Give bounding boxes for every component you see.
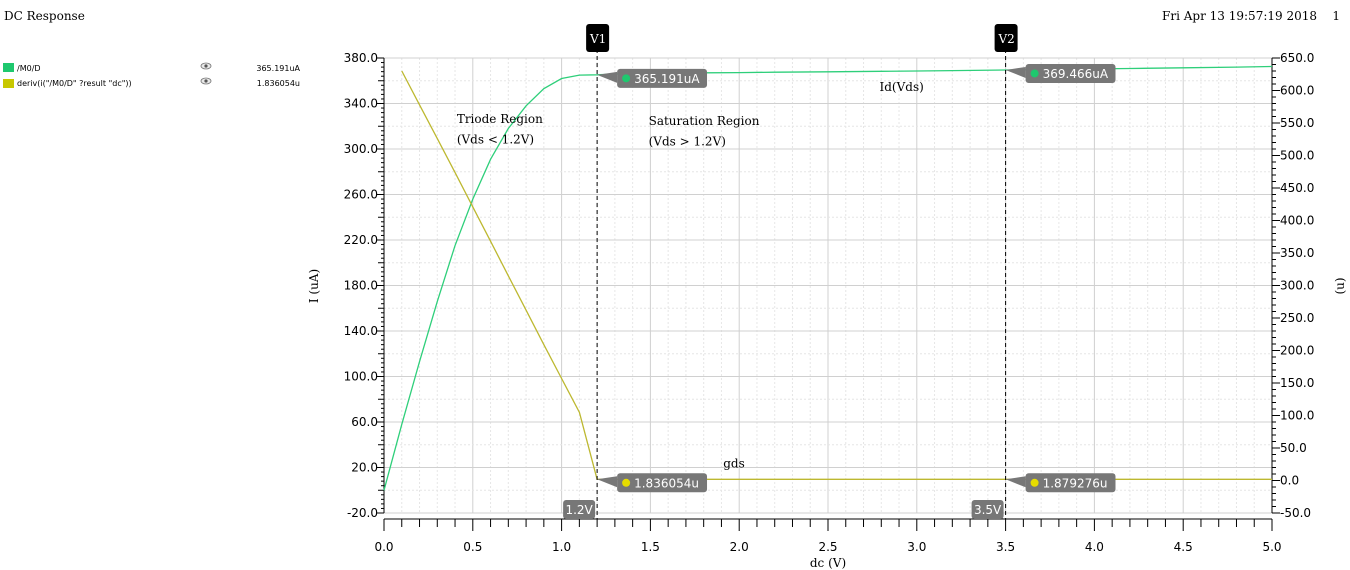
series-line-gds xyxy=(401,70,1272,480)
marker-tag-v2 xyxy=(994,24,1018,52)
timestamp: Fri Apr 13 19:57:19 2018 xyxy=(1162,9,1317,23)
markers-group[interactable]: V1 1.2V V2 3.5V 365.191uA 1.836054u 369.466uA 1… xyxy=(563,24,1116,519)
x-tick-label: 0.5 xyxy=(463,540,482,554)
readout-pointer xyxy=(1005,66,1026,78)
x-tick-label: 0.0 xyxy=(374,540,393,554)
readout-dot xyxy=(622,478,631,487)
legend: /M0/D 365.191uA deriv(i("/M0/D" ?result … xyxy=(3,62,301,88)
eye-icon[interactable] xyxy=(200,77,212,85)
marker-x-readout: 3.5V xyxy=(974,503,1002,517)
y-left-tick-label: 100.0 xyxy=(344,370,378,384)
y-left-tick-label: 60.0 xyxy=(351,415,378,429)
y-right-tick-label: 350.0 xyxy=(1280,246,1314,260)
marker-tag-v1 xyxy=(586,24,610,52)
y-right-tick-label: -50.0 xyxy=(1280,506,1311,520)
y-right-tick-label: 200.0 xyxy=(1280,344,1314,358)
x-tick-label: 4.5 xyxy=(1174,540,1193,554)
axes: 0.0 0.5 1.0 1.5 2.0 2.5 3.0 3.5 4.0 4.5 5.0 -20.0 20… xyxy=(307,51,1347,570)
x-tick-label: 5.0 xyxy=(1262,540,1281,554)
y-left-axis-title: I (uA) xyxy=(307,269,321,303)
x-axis-title: dc (V) xyxy=(810,556,846,570)
y-right-tick-label: 600.0 xyxy=(1280,84,1314,98)
x-tick-label: 1.0 xyxy=(552,540,571,554)
legend-label-gds: deriv(i("/M0/D" ?result "dc")) xyxy=(17,79,132,88)
readout-pointer xyxy=(1005,476,1026,488)
marker-x-readout-box xyxy=(563,500,596,519)
readout-box xyxy=(1025,473,1116,493)
y-right-tick-label: 0.0 xyxy=(1280,474,1299,488)
y-right-tick-label: 50.0 xyxy=(1280,441,1307,455)
y-right-tick-label: 400.0 xyxy=(1280,214,1314,228)
legend-swatch-id xyxy=(3,63,14,72)
readout-label: 369.466uA xyxy=(1043,67,1109,81)
y-right-tick-label: 250.0 xyxy=(1280,311,1314,325)
legend-swatch-gds xyxy=(3,79,14,88)
readout-dot xyxy=(1030,478,1039,487)
y-right-axis-title: (u) xyxy=(1333,277,1347,294)
marker-x-readout-box xyxy=(971,500,1004,519)
annotation-text: Id(Vds) xyxy=(880,80,924,94)
x-tick-label: 1.5 xyxy=(641,540,660,554)
y-right-tick-label: 650.0 xyxy=(1280,51,1314,65)
x-tick-label: 2.0 xyxy=(730,540,749,554)
x-tick-label: 4.0 xyxy=(1085,540,1104,554)
y-left-tick-label: 20.0 xyxy=(351,461,378,475)
readout-label: 365.191uA xyxy=(634,72,700,86)
y-left-tick-label: -20.0 xyxy=(347,506,378,520)
y-right-tick-label: 150.0 xyxy=(1280,376,1314,390)
readout-label: 1.879276u xyxy=(1043,476,1108,490)
marker-tag-label: V2 xyxy=(997,32,1014,46)
x-tick-label: 2.5 xyxy=(818,540,837,554)
y-right-tick-label: 500.0 xyxy=(1280,149,1314,163)
legend-value-id: 365.191uA xyxy=(256,64,300,73)
readout-box xyxy=(1025,63,1116,83)
y-left-tick-label: 140.0 xyxy=(344,324,378,338)
y-right-tick-label: 100.0 xyxy=(1280,409,1314,423)
window-title: DC Response xyxy=(4,9,85,23)
x-tick-label: 3.0 xyxy=(907,540,926,554)
readout-dot xyxy=(1030,69,1039,78)
readout-dot xyxy=(622,74,631,83)
legend-label-id: /M0/D xyxy=(17,64,41,73)
y-right-tick-label: 450.0 xyxy=(1280,181,1314,195)
marker-tag-label: V1 xyxy=(589,32,606,46)
annotation-text: Triode Region xyxy=(457,112,543,126)
annotations-group: Triode Region (Vds < 1.2V) Saturation Regi… xyxy=(457,80,924,471)
eye-icon[interactable] xyxy=(200,62,212,70)
y-left-tick-label: 380.0 xyxy=(344,51,378,65)
y-left-tick-label: 340.0 xyxy=(344,97,378,111)
readout-pointer xyxy=(597,71,618,83)
page-number: 1 xyxy=(1332,9,1340,23)
y-left-tick-label: 180.0 xyxy=(344,279,378,293)
y-right-tick-label: 300.0 xyxy=(1280,279,1314,293)
y-right-tick-label: 550.0 xyxy=(1280,116,1314,130)
legend-value-gds: 1.836054u xyxy=(257,79,300,88)
readout-box xyxy=(617,68,708,88)
annotation-text: gds xyxy=(723,457,745,471)
annotation-text: Saturation Region xyxy=(649,114,760,128)
x-tick-label: 3.5 xyxy=(996,540,1015,554)
grid xyxy=(383,57,1273,514)
readout-pointer xyxy=(597,476,618,488)
annotation-text: (Vds > 1.2V) xyxy=(649,135,726,149)
y-left-tick-label: 220.0 xyxy=(344,233,378,247)
readout-box xyxy=(617,473,708,493)
marker-x-readout: 1.2V xyxy=(565,503,593,517)
readout-label: 1.836054u xyxy=(634,476,699,490)
y-left-tick-label: 260.0 xyxy=(344,188,378,202)
y-left-tick-label: 300.0 xyxy=(344,142,378,156)
annotation-text: (Vds < 1.2V) xyxy=(457,132,534,146)
